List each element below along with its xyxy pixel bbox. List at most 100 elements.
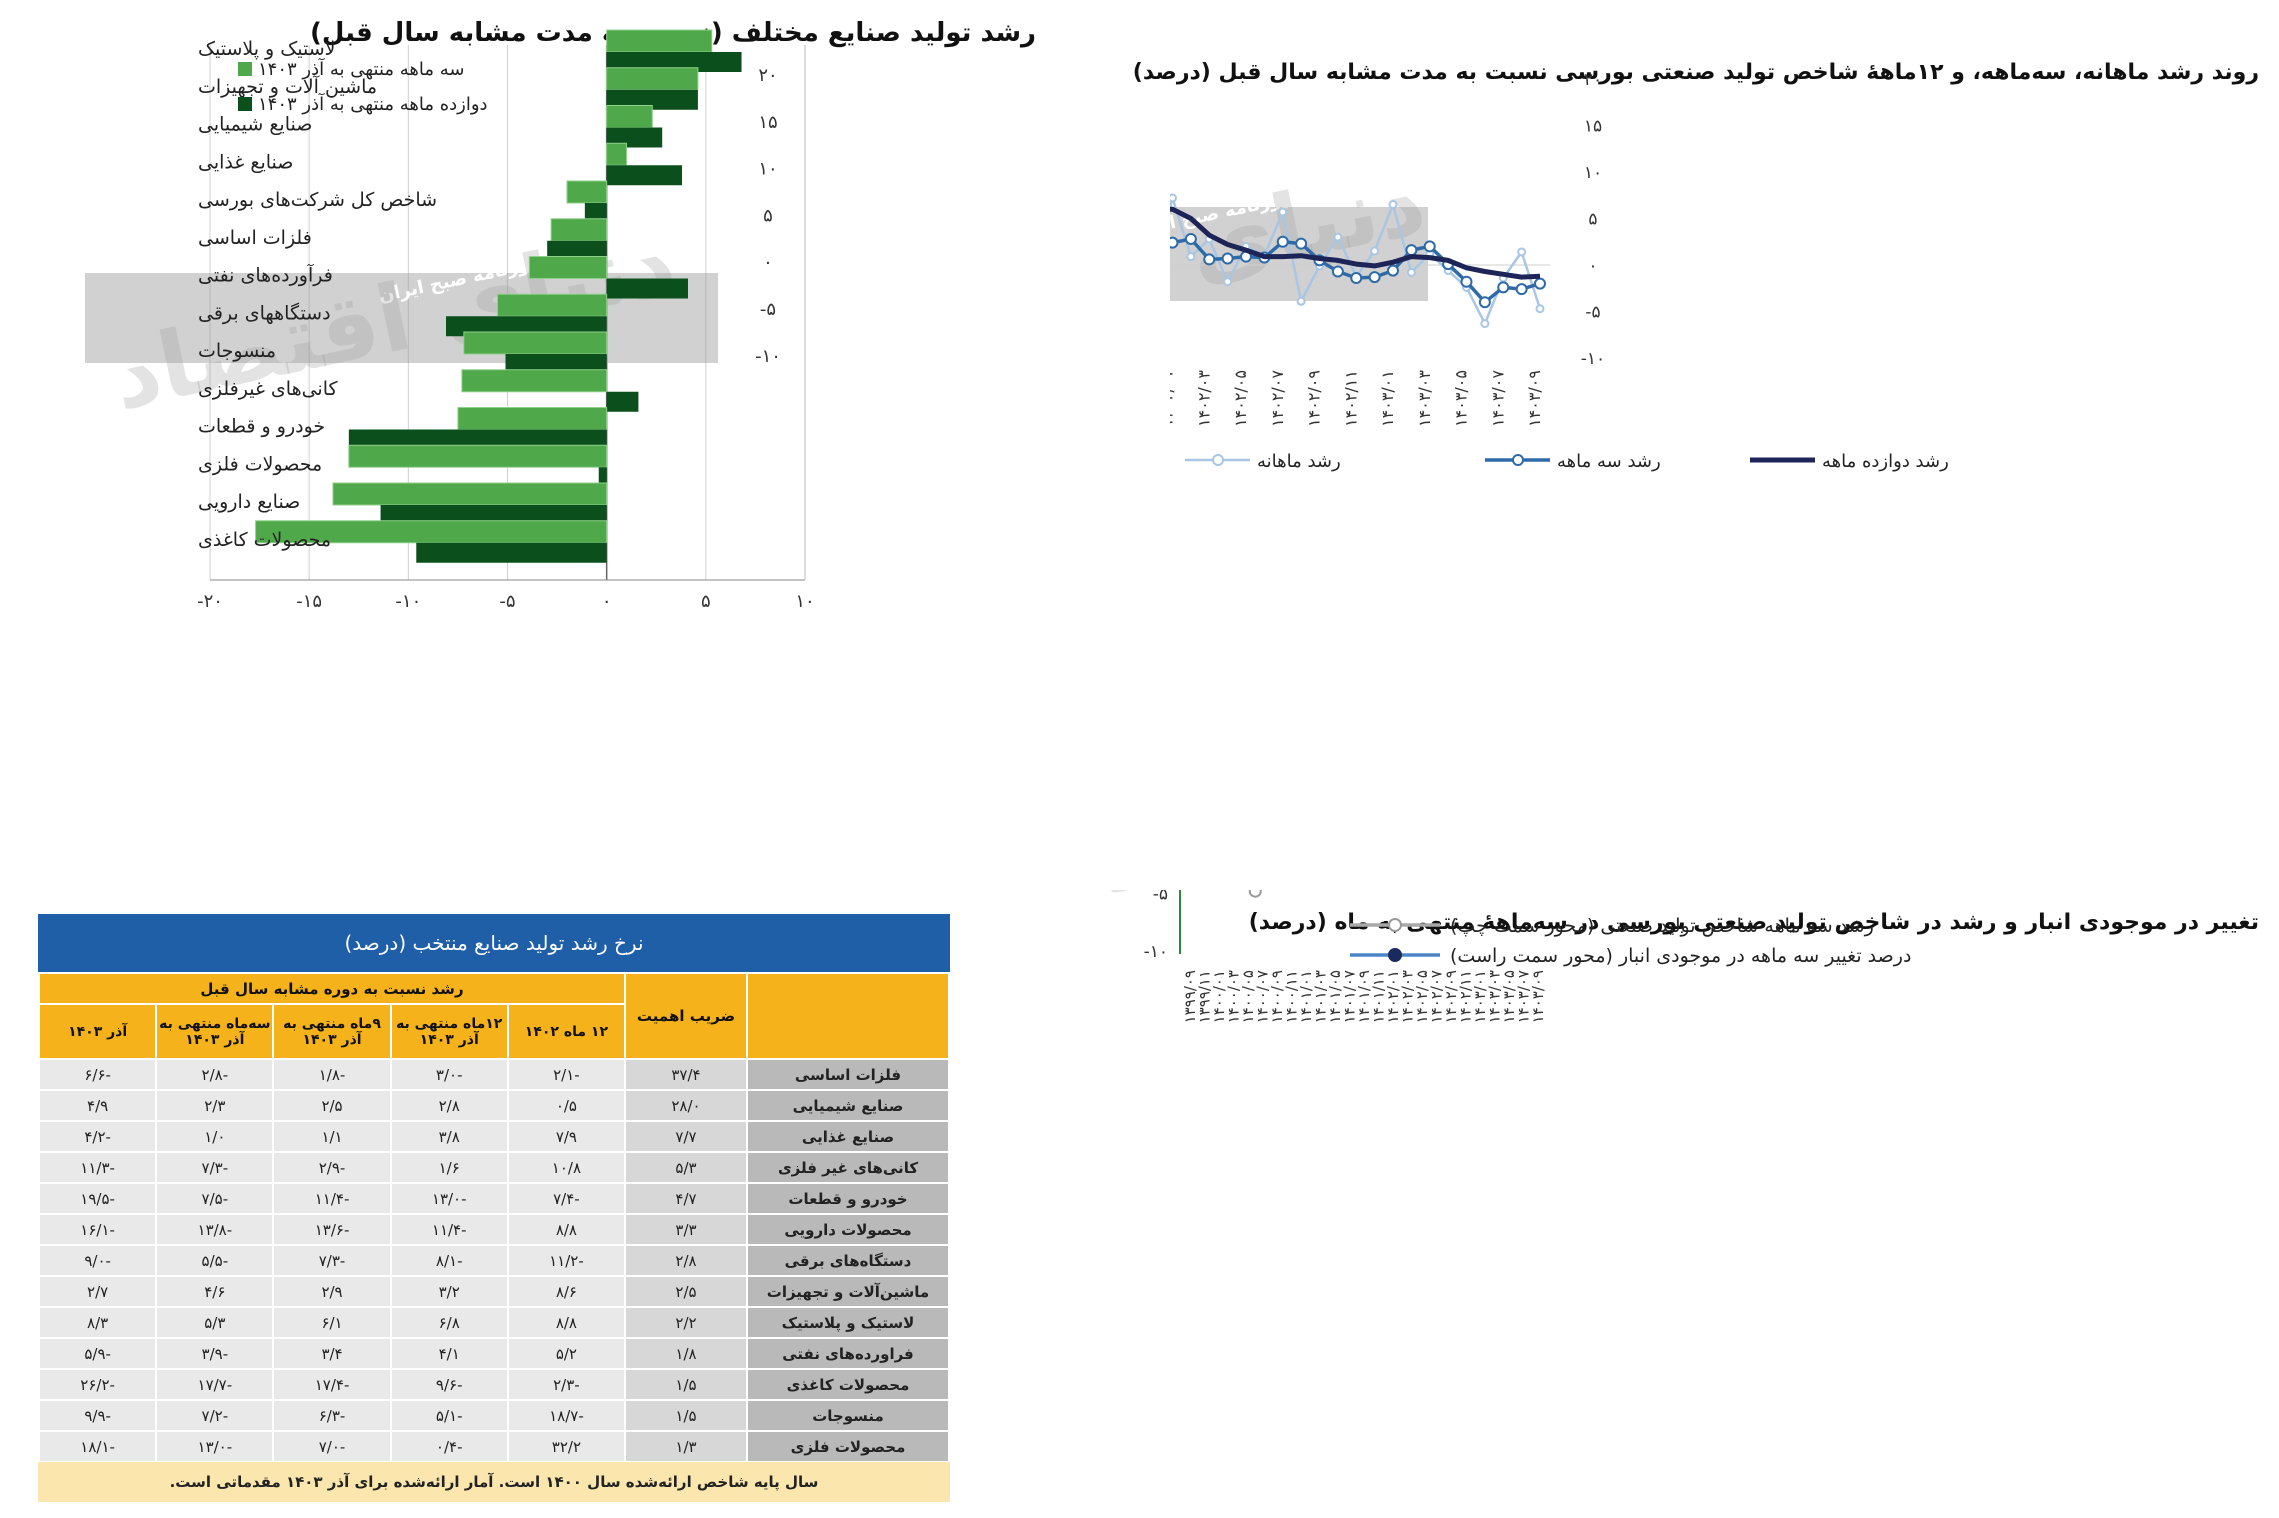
header-name-blank (746, 972, 950, 1060)
x-tick-label: ۱۴۰۲/۰۷ (1428, 970, 1446, 1023)
bar-3-month (606, 105, 653, 128)
value-cell: ۳/۸ (389, 1120, 509, 1153)
value-cell: -۸/۱ (389, 1244, 509, 1277)
value-cell: -۲/۱ (506, 1058, 627, 1091)
value-cell: -۷/۳ (155, 1151, 275, 1184)
row-name: دستگاه‌های برقی (746, 1244, 950, 1277)
bar-category-label: فلزات اساسی (198, 227, 312, 249)
x-tick-label: ۱۴۰۰/۰۳ (1225, 970, 1243, 1023)
bar-category-label: شاخص کل شرکت‌های بورسی (198, 189, 437, 211)
value-cell: -۱۱/۲ (506, 1244, 627, 1277)
y-tick-label: ۰ (1588, 256, 1597, 276)
header-group: رشد نسبت به دوره مشابه سال قبل (38, 972, 626, 1005)
value-cell: -۲/۹ (272, 1151, 392, 1184)
bar-3-month (348, 444, 608, 468)
y-tick-label: ۱۵ (1584, 117, 1602, 137)
series-point-2 (1370, 246, 1380, 256)
row-name: کانی‌های غیر فلزی (746, 1151, 950, 1184)
value-cell: -۷/۰ (272, 1430, 392, 1463)
y-tick-label: -۵ (1153, 890, 1168, 905)
bar-3-month (606, 67, 699, 91)
series-point-1 (1534, 277, 1546, 290)
weight-cell: ۵/۳ (624, 1151, 748, 1184)
y-tick-label: ۵ (763, 205, 773, 226)
series-point-1 (1276, 235, 1289, 248)
table-row: فلزات اساسی ۳۷/۴ -۲/۱ -۳/۰ -۱/۸ -۲/۸ -۶/۶ (37, 1058, 950, 1091)
series-point-2 (1296, 296, 1306, 306)
value-cell: ۳۲/۲ (506, 1430, 627, 1463)
bar-category-label: صنایع شیمیایی (198, 114, 312, 136)
x-tick-label: ۱۴۰۰/۰۵ (1239, 970, 1257, 1023)
legend-dot-1 (1512, 454, 1524, 466)
value-cell: -۱۳/۸ (155, 1213, 275, 1246)
x-tick-label: ۱۴۰۱/۰۱ (1297, 970, 1315, 1023)
bar-12-month (348, 429, 607, 450)
series-point-1 (1203, 253, 1216, 266)
x-tick-label: ۱۴۰۰/۰۹ (1268, 970, 1286, 1023)
y-tick-label: ۲۰ (758, 65, 777, 86)
line-chart-title: روند رشد ماهانه، سه‌ماهه، و ۱۲ماههٔ شاخص… (1132, 60, 2259, 85)
y-tick-label: ۱۰ (758, 159, 777, 180)
y-tick-label: -۱۰ (755, 346, 781, 367)
value-cell: -۷/۴ (506, 1182, 627, 1215)
row-name: صنایع غذایی (746, 1120, 950, 1153)
series-point-2 (1333, 232, 1343, 242)
table-row: دستگاه‌های برقی ۲/۸ -۱۱/۲ -۸/۱ -۷/۳ -۵/۵ -۹/۰ (37, 1244, 950, 1277)
x-tick-label: ۱۴۰۳/۰۱ (1471, 970, 1489, 1023)
value-cell: ۰/۵ (506, 1089, 627, 1122)
bar-category-label: فرآورده‌های نفتی (198, 263, 333, 287)
x-tick-label: ۱۴۰۲/۰۹ (1442, 970, 1460, 1023)
table-head: ضریب اهمیت رشد نسبت به دوره مشابه سال قب… (37, 972, 950, 1060)
value-cell: -۴/۲ (37, 1120, 158, 1153)
series-point-1 (1478, 296, 1491, 309)
y-tick-label: ۲۰ (1584, 70, 1602, 90)
bar-12-month (547, 240, 607, 261)
column-header: ۹ماه منتهی به آذر ۱۴۰۳ (272, 1003, 392, 1060)
bar-category-label: دستگاههای برقی (198, 301, 331, 324)
legend-label-12-month: دوازده ماهه منتهی به آذر ۱۴۰۳ (258, 92, 488, 115)
y-tick-label: ۰ (763, 252, 773, 273)
row-name: صنایع شیمیایی (746, 1089, 950, 1122)
bar-category-label: کانی‌های غیرفلزی (198, 378, 339, 400)
series-line-0 (1252, 890, 1258, 893)
growth-table-panel: نرخ رشد تولید صنایع منتخب (درصد) ضریب اه… (37, 914, 950, 1502)
bar-12-month (416, 542, 607, 563)
table-wrap: ضریب اهمیت رشد نسبت به دوره مشابه سال قب… (37, 972, 950, 1494)
x-tick-label: ۱۴۰۱/۰۵ (1326, 970, 1344, 1023)
value-cell: -۵/۵ (155, 1244, 275, 1277)
value-cell: ۸/۸ (506, 1306, 627, 1339)
value-cell: -۱۱/۴ (389, 1213, 509, 1246)
table-row: صنایع شیمیایی ۲۸/۰ ۰/۵ ۲/۸ ۲/۵ ۲/۳ ۴/۹ (37, 1089, 950, 1122)
x-tick-label: ۱۴۰۳/۰۵ (1500, 970, 1518, 1023)
x-tick-label: -۵ (499, 591, 515, 612)
value-cell: ۸/۳ (37, 1306, 158, 1339)
column-header: ۱۲ماه منتهی به آذر ۱۴۰۳ (389, 1003, 509, 1060)
value-cell: ۵/۳ (155, 1306, 275, 1339)
table-row: محصولات کاغذی ۱/۵ -۲/۳ -۹/۶ -۱۷/۴ -۱۷/۷ -۲۶/۲ (37, 1368, 950, 1401)
value-cell: -۱۱/۴ (272, 1182, 392, 1215)
series-point-1 (1405, 244, 1418, 257)
column-header: آذر ۱۴۰۳ (37, 1003, 158, 1060)
legend-label-2: رشد ماهانه (1257, 451, 1341, 472)
value-cell: ۳/۴ (272, 1337, 392, 1370)
x-tick-label: ۰ (602, 591, 612, 612)
series-point-1 (1423, 240, 1436, 253)
column-header: سه‌ماه منتهی به آذر ۱۴۰۳ (155, 1003, 275, 1060)
value-cell: -۱۸/۱ (37, 1430, 158, 1463)
table-row: کانی‌های غیر فلزی ۵/۳ ۱۰/۸ ۱/۶ -۲/۹ -۷/۳ -۱۱/۳ (37, 1151, 950, 1184)
row-name: محصولات کاغذی (746, 1368, 950, 1401)
value-cell: ۲/۹ (272, 1275, 392, 1308)
weight-cell: ۴/۷ (624, 1182, 748, 1215)
value-cell: ۱/۶ (389, 1151, 509, 1184)
row-name: خودرو و قطعات (746, 1182, 950, 1215)
bar-category-label: لاستیک و پلاستیک (198, 38, 336, 60)
weight-cell: ۱/۸ (624, 1337, 748, 1370)
bar-category-label: ماشین آلات و تجهیزات (198, 74, 377, 98)
weight-cell: ۲/۵ (624, 1275, 748, 1308)
value-cell: ۴/۱ (389, 1337, 509, 1370)
x-tick-label: ۱۴۰۳/۰۹ (1525, 370, 1544, 427)
x-tick-label: ۱۴۰۲/۰۳ (1194, 370, 1213, 427)
value-cell: -۱۷/۴ (272, 1368, 392, 1401)
bar-chart-panel: رشد تولید صنایع مختلف (نسبت به مدت مشابه… (0, 0, 1200, 900)
value-cell: -۱۱/۳ (37, 1151, 158, 1184)
